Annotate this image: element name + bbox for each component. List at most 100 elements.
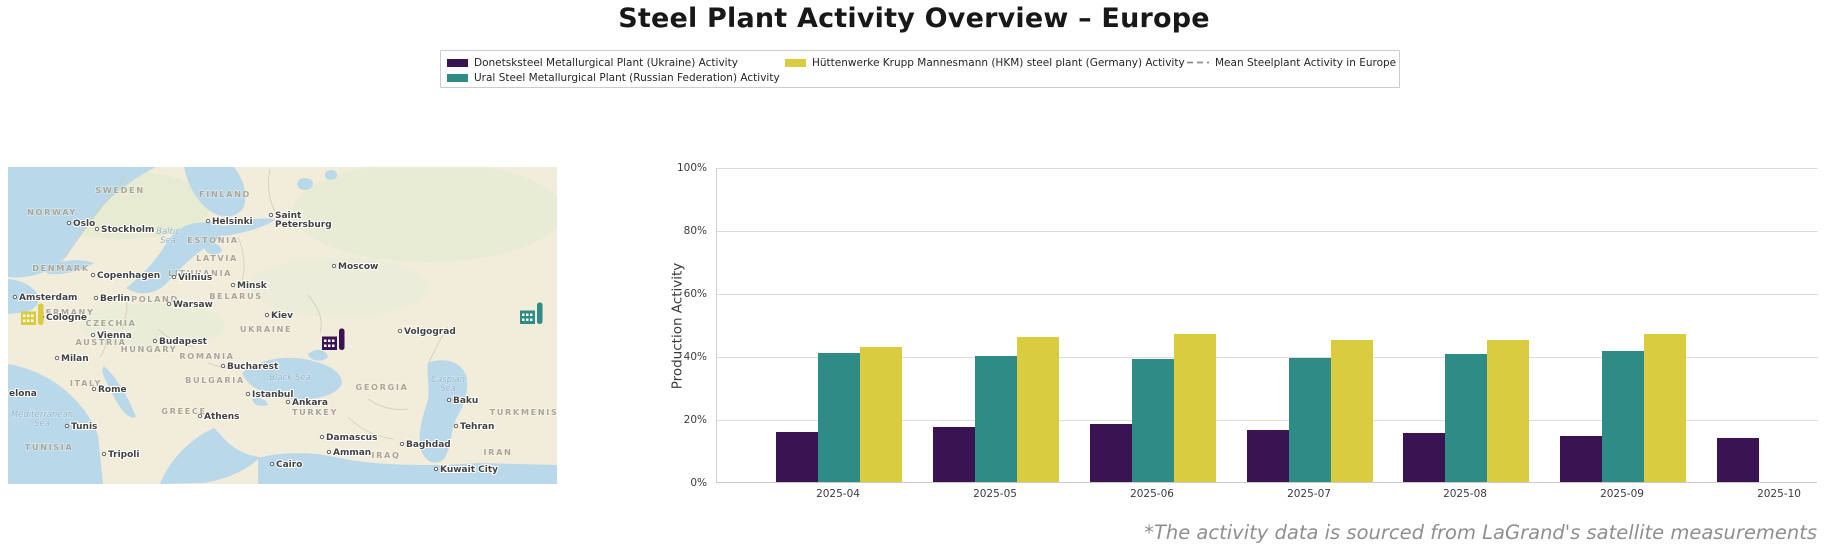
city-dot bbox=[93, 295, 99, 301]
country-label: BELARUS bbox=[209, 291, 262, 301]
sea-label: Black Sea bbox=[269, 373, 311, 383]
city-dot bbox=[94, 226, 100, 232]
factory-icon bbox=[31, 314, 34, 317]
activity-bar bbox=[1090, 423, 1132, 482]
x-tick-label: 2025-04 bbox=[816, 488, 860, 500]
y-ticks: 0% 20% 40% 60% 80% 100% bbox=[640, 162, 712, 489]
y-tick-label: 0% bbox=[690, 476, 707, 489]
factory-icon bbox=[27, 319, 30, 322]
city-dot bbox=[331, 263, 337, 269]
city-label: Milan bbox=[61, 354, 89, 364]
activity-bar bbox=[1289, 357, 1331, 482]
activity-bar bbox=[1445, 354, 1487, 482]
country-label: POLAND bbox=[131, 294, 179, 304]
factory-icon bbox=[324, 344, 327, 347]
legend-item-mean-activity: Mean Steelplant Activity in Europe bbox=[1187, 56, 1396, 69]
source-footnote: *The activity data is sourced from LaGra… bbox=[1144, 521, 1817, 544]
city-dot bbox=[152, 338, 158, 344]
x-labels: 2025-04 2025-05 2025-06 2025-07 2025-08 2025-… bbox=[716, 488, 1817, 504]
steel-plant-marker[interactable]: Hüttenwerke Krupp Mannesmann (HKM) steel… bbox=[21, 303, 44, 326]
factory-icon bbox=[21, 311, 36, 325]
city-label: Cologne bbox=[46, 313, 87, 323]
sea-label: Baltic Sea bbox=[156, 227, 180, 246]
x-tick-label: 2025-05 bbox=[973, 488, 1017, 500]
city-dot bbox=[319, 434, 325, 440]
city-label: Athens bbox=[204, 412, 240, 422]
sea-label: Caspian Sea bbox=[431, 375, 465, 394]
gridline bbox=[717, 419, 1818, 421]
map-water bbox=[8, 167, 557, 484]
factory-icon bbox=[27, 314, 30, 317]
city-label: Oslo bbox=[73, 219, 95, 229]
gridline bbox=[717, 167, 1818, 169]
factory-icon bbox=[530, 313, 533, 316]
factory-icon bbox=[520, 310, 535, 324]
city-label: Amsterdam bbox=[19, 293, 77, 303]
y-tick-label: 20% bbox=[683, 413, 707, 426]
factory-icon bbox=[322, 336, 337, 350]
gridline bbox=[717, 293, 1818, 295]
city-label: Stockholm bbox=[101, 225, 154, 235]
city-label: Minsk bbox=[237, 281, 268, 291]
legend-item-hkm: Hüttenwerke Krupp Mannesmann (HKM) steel… bbox=[785, 56, 1185, 69]
x-tick-label: 2025-09 bbox=[1600, 488, 1644, 500]
factory-icon bbox=[328, 339, 331, 342]
city-label: Kiev bbox=[271, 311, 293, 321]
legend-item-ural-steel: Ural Steel Metallurgical Plant (Russian … bbox=[447, 71, 780, 84]
city-dot bbox=[245, 391, 251, 397]
city-dot bbox=[12, 294, 18, 300]
activity-bar bbox=[1247, 430, 1289, 482]
legend-label: Ural Steel Metallurgical Plant (Russian … bbox=[474, 71, 780, 84]
country-label: HUNGARY bbox=[121, 344, 177, 354]
page-title: Steel Plant Activity Overview – Europe bbox=[618, 3, 1210, 34]
country-label: LITHUANIA bbox=[168, 268, 232, 278]
legend-label: Mean Steelplant Activity in Europe bbox=[1215, 56, 1397, 69]
city-dot bbox=[171, 274, 177, 280]
city-dot bbox=[264, 312, 270, 318]
country-label: GEORGIA bbox=[356, 382, 409, 392]
city-label: Moscow bbox=[338, 262, 378, 272]
chart-plot bbox=[716, 167, 1818, 483]
factory-icon bbox=[332, 339, 335, 342]
country-label: ESTONIA bbox=[187, 235, 238, 245]
city-dot bbox=[64, 423, 70, 429]
city-dot bbox=[268, 212, 274, 218]
city-label: Budapest bbox=[159, 337, 208, 347]
city-label: Damascus bbox=[326, 433, 377, 443]
legend-swatch-ural-steel bbox=[447, 73, 468, 82]
activity-bar bbox=[1487, 340, 1529, 482]
activity-bar bbox=[1174, 333, 1216, 482]
europe-map[interactable]: NORWAY SWEDEN FINLAND DENMARK ESTONIA LATVIA L… bbox=[8, 167, 557, 484]
activity-bar bbox=[1644, 333, 1686, 482]
city-label: Berlin bbox=[100, 294, 130, 304]
legend-swatch-hkm bbox=[785, 58, 806, 67]
activity-bar bbox=[1017, 337, 1059, 482]
factory-icon bbox=[23, 319, 26, 322]
country-label: UKRAINE bbox=[240, 324, 292, 334]
city-dot bbox=[197, 413, 203, 419]
city-label: Istanbul bbox=[252, 390, 293, 400]
activity-bar bbox=[818, 352, 860, 482]
country-label: FINLAND bbox=[199, 189, 251, 199]
y-tick-label: 80% bbox=[683, 224, 707, 237]
country-label: TURKMENIS bbox=[490, 407, 557, 417]
country-label: TURKEY bbox=[292, 407, 338, 417]
activity-bar bbox=[1602, 351, 1644, 482]
city-label: Tripoli bbox=[108, 450, 139, 460]
city-label: Bucharest bbox=[227, 362, 279, 372]
chart-legend: Donetsksteel Metallurgical Plant (Ukrain… bbox=[440, 50, 1400, 88]
city-label: Kuwait City bbox=[440, 465, 498, 475]
steel-plant-marker[interactable]: Ural Steel Metallurgical Plant (Russian … bbox=[520, 302, 543, 325]
legend-label: Hüttenwerke Krupp Mannesmann (HKM) steel… bbox=[812, 56, 1185, 69]
city-label: Tunis bbox=[71, 422, 97, 432]
steel-plant-marker[interactable]: Donetsksteel Metallurgical Plant (Ukrain… bbox=[322, 328, 345, 351]
country-label: TUNISIA bbox=[25, 442, 74, 452]
factory-icon bbox=[526, 313, 529, 316]
factory-icon bbox=[328, 344, 331, 347]
city-dot bbox=[397, 328, 403, 334]
legend-label: Donetsksteel Metallurgical Plant (Ukrain… bbox=[474, 56, 738, 69]
city-dot bbox=[230, 282, 236, 288]
city-dot bbox=[453, 423, 459, 429]
country-label: LATVIA bbox=[196, 253, 238, 263]
factory-icon bbox=[526, 318, 529, 321]
